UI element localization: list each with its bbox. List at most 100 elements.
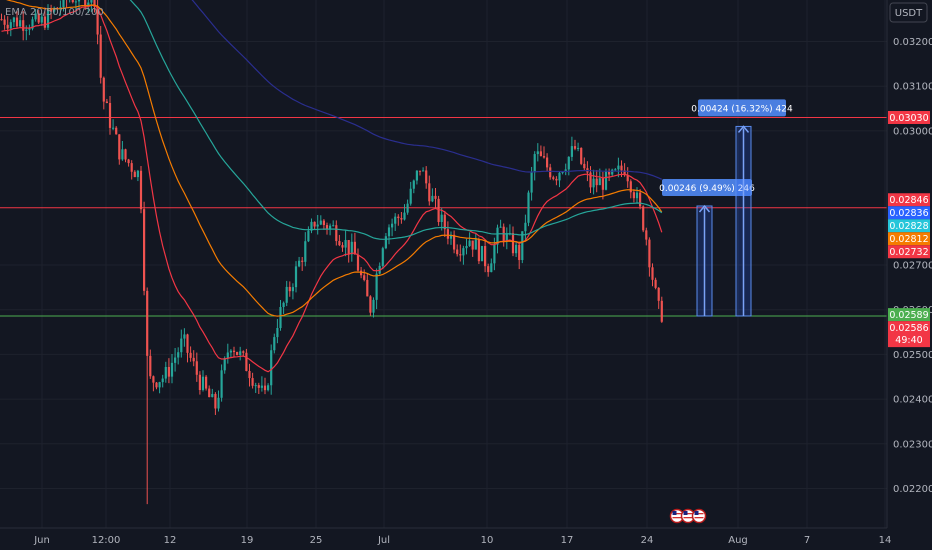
indicator-legend: EMA 20/50/100/200 <box>5 7 104 18</box>
measure-annotation[interactable]: 0.00246 (9.49%) 246 <box>659 178 755 317</box>
candle-body <box>542 156 546 158</box>
candle-body <box>313 221 316 227</box>
candle-body <box>422 170 425 172</box>
x-tick-label: 7 <box>804 535 810 546</box>
candle-body <box>270 350 273 386</box>
candle-body <box>9 22 12 29</box>
price-axis-label: 0.02812 <box>888 232 930 246</box>
x-tick-label: 12 <box>164 535 177 546</box>
candle-body <box>167 366 170 377</box>
candle-body <box>90 0 93 3</box>
candle-body <box>25 29 28 31</box>
x-tick-label: 12:00 <box>92 535 121 546</box>
candle-body <box>353 241 356 255</box>
candle-body <box>118 134 121 160</box>
candle-body <box>440 214 443 223</box>
candle-countdown: 49:40 <box>895 335 922 346</box>
candle-body <box>139 170 143 210</box>
price-axis-label: 0.02846 <box>888 193 930 207</box>
candle-body <box>381 248 384 266</box>
candle-body <box>604 171 608 190</box>
candle-body <box>223 358 226 371</box>
candle-body <box>71 0 74 3</box>
horizontal-levels <box>0 116 887 317</box>
candle-body <box>474 239 477 250</box>
candle-body <box>480 246 484 262</box>
candle-body <box>363 275 366 280</box>
measure-label: 0.00424 (16.32%) 424 <box>691 104 793 114</box>
candle-body <box>477 239 480 262</box>
candle-body <box>316 224 319 227</box>
candle-body <box>533 154 536 173</box>
candle-body <box>347 240 350 255</box>
price-label-bg <box>888 245 930 259</box>
price-axis-label: 0.02732 <box>888 245 930 259</box>
candle-body <box>205 376 208 389</box>
grid <box>0 0 887 528</box>
candle-body <box>285 286 288 303</box>
candle-body <box>267 385 270 391</box>
candle-body <box>415 170 418 181</box>
candle-body <box>254 385 257 387</box>
price-label-bg <box>888 110 930 124</box>
candle-body <box>217 397 220 409</box>
candle-body <box>511 233 515 254</box>
candle-body <box>632 192 635 199</box>
currency-button[interactable]: USDT <box>889 2 928 23</box>
candle-body <box>654 279 657 288</box>
candle-body <box>629 181 632 193</box>
candle-body <box>329 225 332 230</box>
candle-body <box>459 254 462 256</box>
y-tick-label: 0.03100 <box>893 82 932 93</box>
candle-body <box>164 366 167 379</box>
candle-body <box>279 306 282 328</box>
candle-body <box>338 241 341 246</box>
candle-body <box>344 240 347 248</box>
candle-body <box>260 385 263 388</box>
us-flag-event-icon[interactable] <box>691 508 707 524</box>
candle-body <box>248 370 251 379</box>
candle-body <box>232 350 236 352</box>
candle-body <box>170 362 174 377</box>
candles <box>0 0 663 505</box>
candle-body <box>180 338 183 353</box>
candle-body <box>660 300 663 322</box>
candle-body <box>99 34 102 78</box>
candle-body <box>257 385 260 388</box>
candle-body <box>214 393 217 409</box>
candle-body <box>332 225 335 227</box>
candle-body <box>626 175 629 182</box>
candle-body <box>425 170 428 184</box>
candle-body <box>46 8 50 28</box>
candle-body <box>152 376 155 383</box>
candle-body <box>657 287 660 301</box>
candle-body <box>418 170 422 172</box>
candle-body <box>453 234 456 250</box>
candle-body <box>341 245 344 248</box>
candle-body <box>310 221 313 231</box>
candle-body <box>37 13 40 23</box>
price-label-text: 0.02589 <box>889 310 928 321</box>
candle-body <box>570 146 573 157</box>
measure-arrowhead <box>698 204 711 213</box>
candle-body <box>521 231 524 261</box>
candle-body <box>3 19 6 25</box>
candle-body <box>93 0 96 7</box>
candle-body <box>406 203 409 213</box>
y-tick-label: 0.03200 <box>893 37 932 48</box>
candle-body <box>53 7 56 12</box>
candle-body <box>350 241 353 255</box>
measure-label: 0.00246 (9.49%) 246 <box>659 184 755 194</box>
candle-body <box>471 240 474 250</box>
candle-body <box>518 244 521 261</box>
price-labels: 0.03030 0.02846 0.02836 0.02828 0.02812 0.027… <box>888 110 930 348</box>
ema-50-line <box>6 0 663 317</box>
x-tick-label: Jul <box>377 535 390 546</box>
candle-body <box>505 233 508 242</box>
currency-label: USDT <box>895 8 923 19</box>
measure-annotation[interactable]: 0.00424 (16.32%) 424 <box>691 99 793 317</box>
candle-body <box>490 263 493 273</box>
candle-body <box>487 266 490 273</box>
candle-body <box>499 226 502 228</box>
